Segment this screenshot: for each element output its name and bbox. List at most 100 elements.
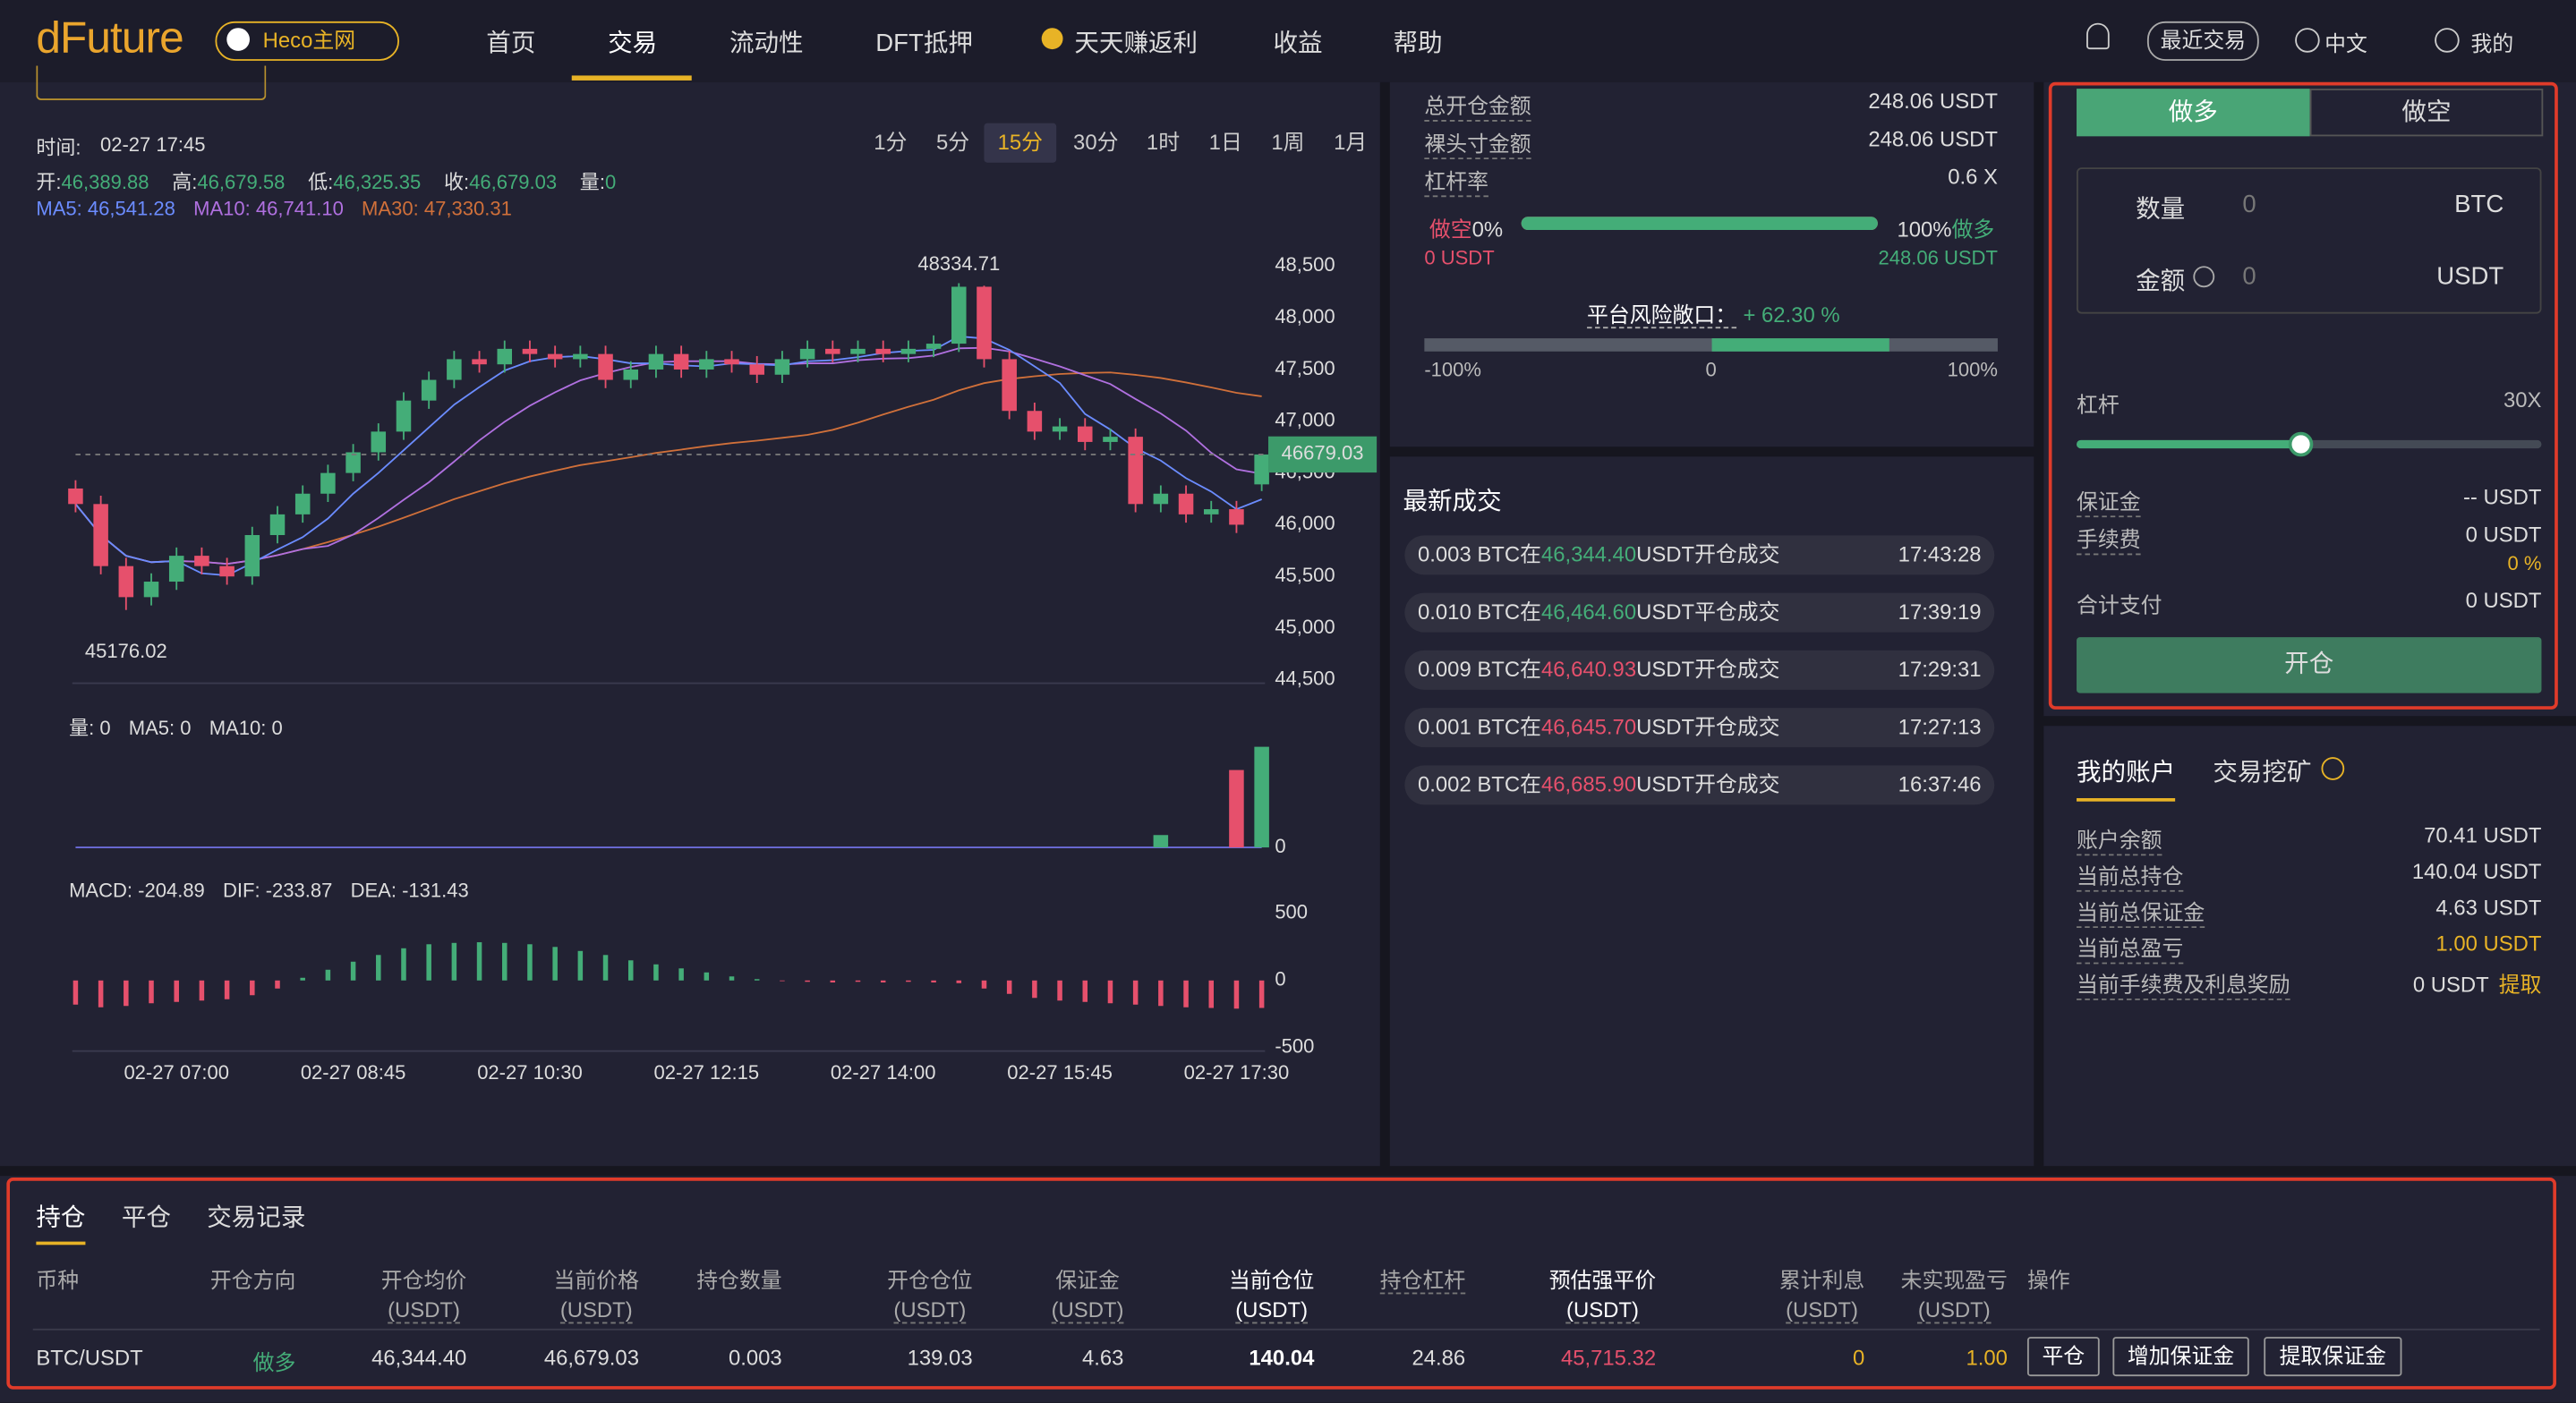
candle-body bbox=[345, 452, 361, 473]
claim-link[interactable]: 提取 bbox=[2498, 972, 2542, 998]
candle-body bbox=[1078, 426, 1093, 442]
x-tick-label: 02-27 10:30 bbox=[477, 1061, 583, 1084]
slider-thumb[interactable] bbox=[2288, 431, 2314, 457]
interval-tab[interactable]: 5分 bbox=[935, 130, 970, 155]
language-select[interactable]: 中文 bbox=[2324, 30, 2367, 56]
y-tick-label: -500 bbox=[1275, 1035, 1314, 1058]
nav-item[interactable]: DFT抵押 bbox=[875, 30, 973, 58]
candle-body bbox=[244, 534, 260, 577]
position-cell: 46,344.40 bbox=[371, 1345, 467, 1370]
action-button[interactable]: 平仓 bbox=[2026, 1337, 2100, 1377]
candle-body bbox=[1178, 493, 1194, 514]
account-value-text: 70.41 USDT bbox=[2424, 822, 2542, 848]
column-name: 开仓仓位 bbox=[887, 1267, 973, 1293]
ma-legend: MA10: 46,741.10 bbox=[193, 197, 344, 220]
header-divider bbox=[32, 1328, 2540, 1331]
candle-body bbox=[900, 348, 917, 354]
x-tick-label: 02-27 12:15 bbox=[654, 1061, 760, 1084]
macd-bar bbox=[855, 980, 861, 982]
stat-value: 248.06 USDT bbox=[1868, 89, 1998, 114]
qty-input[interactable]: 0 bbox=[2242, 190, 2256, 219]
column-header: 当前价格 (USDT) bbox=[554, 1266, 639, 1325]
long-tab[interactable]: 做多 bbox=[2077, 89, 2310, 137]
column-header: 持仓杠杆 bbox=[1379, 1266, 1466, 1296]
column-name: 开仓均价 bbox=[380, 1267, 467, 1293]
ohlc-value: 46,679.03 bbox=[469, 170, 558, 194]
interval-tab[interactable]: 1周 bbox=[1271, 130, 1305, 155]
macd-bar bbox=[325, 969, 331, 981]
interval-tab[interactable]: 30分 bbox=[1073, 130, 1119, 155]
account-value: 140.04 USDT bbox=[2412, 859, 2542, 884]
account-tab[interactable]: 我的账户 bbox=[2077, 753, 2176, 802]
y-tick-label: 44,500 bbox=[1275, 667, 1335, 690]
candle-body bbox=[396, 400, 412, 432]
candle-body bbox=[825, 348, 840, 354]
long-ratio: 100%做多 bbox=[1897, 212, 1994, 243]
recent-trades-btn[interactable]: 最近交易 bbox=[2146, 21, 2259, 61]
stat-value: 248.06 USDT bbox=[1868, 126, 1998, 151]
nav-item[interactable]: 交易 bbox=[608, 30, 658, 58]
fee-rate: 0 % bbox=[2507, 551, 2542, 575]
trade-action: USDT平仓成交 bbox=[1636, 599, 1780, 625]
mining-tab[interactable]: 交易挖矿 bbox=[2213, 758, 2312, 787]
candle-body bbox=[547, 353, 563, 360]
info-icon bbox=[2321, 757, 2345, 780]
x-tick-label: 02-27 08:45 bbox=[301, 1061, 406, 1084]
interval-tab[interactable]: 1时 bbox=[1146, 130, 1181, 155]
nav-item[interactable]: 帮助 bbox=[1393, 30, 1443, 58]
trade-price: 46,640.93 bbox=[1540, 657, 1637, 682]
position-tab[interactable]: 平仓 bbox=[121, 1203, 171, 1232]
interval-tab[interactable]: 1月 bbox=[1334, 130, 1368, 155]
position-tab[interactable]: 持仓 bbox=[36, 1199, 86, 1246]
bell-icon[interactable] bbox=[2086, 22, 2110, 50]
column-header: 操作 bbox=[2027, 1266, 2070, 1296]
nav-item[interactable]: 收益 bbox=[1273, 30, 1323, 58]
position-tab[interactable]: 交易记录 bbox=[207, 1203, 306, 1232]
column-header: 开仓仓位 (USDT) bbox=[887, 1266, 973, 1325]
interval-tab[interactable]: 1分 bbox=[874, 130, 908, 155]
macd-bar bbox=[451, 942, 457, 981]
open-button[interactable]: 开仓 bbox=[2077, 637, 2542, 693]
macd-bar bbox=[1006, 980, 1012, 994]
nav-item[interactable]: 天天赚返利 bbox=[1041, 25, 1198, 60]
order-value: -- USDT bbox=[2462, 484, 2542, 509]
candle-body bbox=[1254, 454, 1269, 485]
amount-input[interactable]: 0 bbox=[2242, 262, 2256, 291]
column-unit: (USDT) bbox=[1917, 1297, 1991, 1324]
account-label: 当前总盈亏 bbox=[2077, 931, 2184, 965]
nav-item[interactable]: 首页 bbox=[486, 30, 536, 58]
short-value: 0% bbox=[1471, 217, 1504, 242]
long-bar bbox=[1521, 217, 1878, 230]
macd-bar bbox=[956, 980, 962, 983]
action-button[interactable]: 增加保证金 bbox=[2112, 1337, 2249, 1377]
position-cell: 140.04 bbox=[1249, 1345, 1315, 1370]
trade-time: 17:27:13 bbox=[1898, 714, 1982, 739]
leverage-value: 30X bbox=[2503, 387, 2542, 412]
user-menu[interactable]: 我的 bbox=[2470, 30, 2514, 56]
risk-row: 平台风险敞口： + 62.30 % bbox=[1587, 297, 1840, 329]
action-button[interactable]: 提取保证金 bbox=[2264, 1337, 2402, 1377]
amount-label: 金额 bbox=[2136, 268, 2186, 296]
column-unit: (USDT) bbox=[559, 1297, 633, 1324]
macd-bar bbox=[1032, 980, 1037, 999]
macd-bar bbox=[906, 980, 911, 982]
trade-action: USDT开仓成交 bbox=[1636, 771, 1780, 797]
macd-bar bbox=[376, 955, 381, 981]
macd-bar bbox=[653, 964, 659, 981]
nav-item[interactable]: 流动性 bbox=[729, 30, 804, 58]
candle-body bbox=[447, 359, 462, 380]
candle-body bbox=[951, 286, 967, 344]
macd-bar bbox=[880, 980, 886, 983]
ma10-line bbox=[74, 346, 1262, 565]
network-select[interactable]: Heco主网 bbox=[215, 21, 400, 61]
ohlc-item: 开:46,389.88 bbox=[36, 167, 149, 195]
ohlc-item: 收:46,679.03 bbox=[444, 167, 557, 195]
macd-bar bbox=[830, 980, 836, 983]
interval-tab[interactable]: 15分 bbox=[984, 123, 1057, 163]
account-value: 70.41 USDT bbox=[2424, 823, 2541, 848]
interval-tab[interactable]: 1日 bbox=[1208, 130, 1242, 155]
last-price-box bbox=[1267, 436, 1378, 473]
macd-bar bbox=[805, 980, 810, 982]
short-tab[interactable]: 做空 bbox=[2309, 89, 2544, 137]
macd-bar bbox=[1057, 980, 1062, 1001]
